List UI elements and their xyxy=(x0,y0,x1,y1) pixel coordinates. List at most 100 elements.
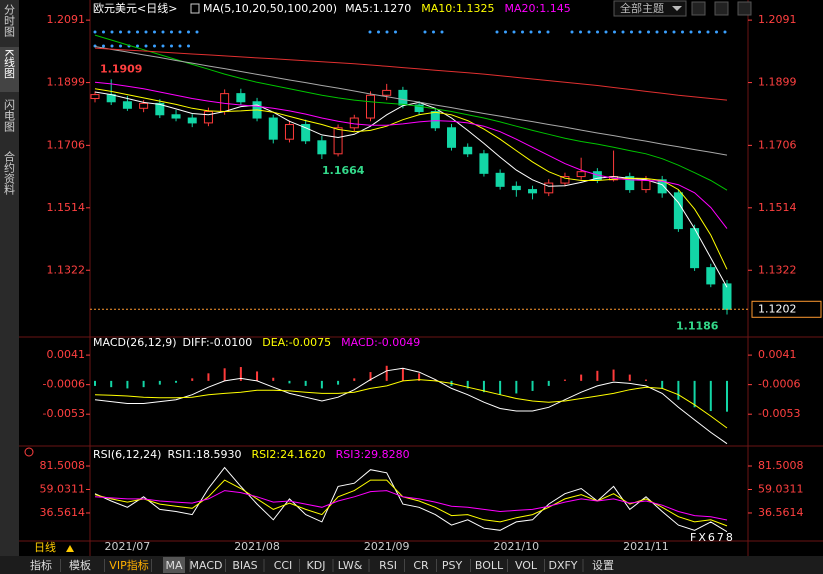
toolbar-tab[interactable]: CCI xyxy=(274,559,293,572)
signal-dot xyxy=(136,30,139,34)
line-series xyxy=(94,379,728,429)
candle-body xyxy=(657,179,667,194)
legend-title: RSI(6,12,24) xyxy=(93,448,161,461)
line-series xyxy=(94,46,728,156)
signal-dot xyxy=(170,30,173,34)
panel-icon[interactable] xyxy=(24,447,34,457)
legend-entry: DEA:-0.0075 xyxy=(262,336,331,349)
toolbar-tab[interactable]: MACD xyxy=(190,559,223,572)
window-button[interactable] xyxy=(714,1,729,16)
signal-dot xyxy=(698,30,701,34)
y-tick-label: 81.5008 xyxy=(40,459,86,472)
signal-dot xyxy=(681,30,684,34)
line-series xyxy=(94,81,728,229)
signal-dot xyxy=(178,44,182,48)
signal-dot xyxy=(689,30,693,34)
signal-dot xyxy=(377,30,380,34)
signal-dot xyxy=(119,44,122,48)
candle-body xyxy=(203,111,213,124)
last-price-box xyxy=(751,300,822,318)
sidebar-tab[interactable]: 合约资料 xyxy=(3,150,16,196)
toolbar xyxy=(0,556,823,574)
legend-title: MA(5,10,20,50,100,200) xyxy=(203,2,337,15)
candle-body xyxy=(528,189,538,194)
x-tick-label: 2021/10 xyxy=(493,540,539,553)
signal-dot xyxy=(664,30,667,34)
candle-body xyxy=(641,179,651,191)
signal-dot xyxy=(495,30,499,34)
toolbar-tab[interactable]: LW& xyxy=(338,559,363,572)
signal-dot xyxy=(423,30,427,34)
signal-dot xyxy=(144,30,148,34)
period-label[interactable]: 日线 xyxy=(34,540,56,554)
theme-label[interactable]: 全部主题 xyxy=(620,1,664,15)
candle-body xyxy=(236,93,246,103)
toolbar-tab[interactable]: 指标 xyxy=(30,558,52,572)
signal-dot xyxy=(195,30,199,34)
toolbar-tab[interactable]: VIP指标 xyxy=(109,558,148,572)
toolbar-tab[interactable]: RSI xyxy=(379,559,397,572)
signal-dot xyxy=(672,30,676,34)
candle-body xyxy=(90,94,100,100)
signal-dot xyxy=(715,30,718,34)
toolbar-tab[interactable]: DXFY xyxy=(548,559,577,572)
signal-dot xyxy=(432,30,435,34)
signal-dot xyxy=(521,30,524,34)
period-arrow[interactable] xyxy=(66,545,74,552)
toolbar-tab[interactable]: BIAS xyxy=(232,559,257,572)
signal-dot xyxy=(570,30,574,34)
legend-entry: MA5:1.1270 xyxy=(345,2,411,15)
candle-body xyxy=(560,176,570,184)
signal-dot xyxy=(638,30,642,34)
sidebar-tab[interactable]: K线图 xyxy=(3,49,16,79)
signal-dot xyxy=(647,30,650,34)
toolbar-tab[interactable]: MA xyxy=(165,559,182,572)
window-button[interactable] xyxy=(691,1,706,16)
toolbar-tab[interactable]: PSY xyxy=(442,559,463,572)
signal-dot xyxy=(587,30,591,34)
signal-dot xyxy=(161,30,165,34)
settings-icon[interactable] xyxy=(190,3,200,14)
signal-dot xyxy=(187,44,190,48)
line-series xyxy=(94,34,728,191)
signal-dot xyxy=(394,30,397,34)
candle-body xyxy=(511,185,521,191)
signal-dot xyxy=(538,30,541,34)
window-button[interactable] xyxy=(737,1,752,16)
candle-body xyxy=(333,127,343,155)
signal-dot xyxy=(161,44,165,48)
line-series xyxy=(94,47,728,101)
line-series xyxy=(94,91,728,288)
candle-body xyxy=(317,140,327,155)
y-tick-label: 1.1899 xyxy=(758,76,797,89)
y-tick-label: -0.0006 xyxy=(758,378,800,391)
sidebar-tab[interactable]: 分时图 xyxy=(3,4,16,38)
candle-body xyxy=(447,127,457,148)
last-price-label: 1.1202 xyxy=(758,302,797,315)
x-tick-label: 2021/09 xyxy=(364,540,410,553)
toolbar-tab[interactable]: BOLL xyxy=(475,559,504,572)
candle-body xyxy=(495,172,505,187)
signal-dot xyxy=(110,30,114,34)
legend-entry: MA20:1.145 xyxy=(505,2,571,15)
y-tick-label: -0.0006 xyxy=(43,378,85,391)
signal-dot xyxy=(613,30,616,34)
toolbar-tab[interactable]: CR xyxy=(413,559,429,572)
toolbar-tab[interactable]: VOL xyxy=(515,559,538,572)
line-series xyxy=(94,490,728,521)
signal-dot xyxy=(655,30,659,34)
signal-dot xyxy=(546,30,550,34)
y-tick-label: 1.1706 xyxy=(47,138,86,151)
signal-dot xyxy=(723,30,727,34)
toolbar-tab[interactable]: 模板 xyxy=(69,558,91,572)
legend-entry: MACD:-0.0049 xyxy=(341,336,420,349)
theme-dropdown[interactable] xyxy=(613,0,687,17)
candle-body xyxy=(365,94,375,119)
candle-body xyxy=(673,192,683,230)
y-tick-label: 0.0041 xyxy=(47,348,86,361)
sidebar-tab-active xyxy=(0,47,19,92)
sidebar-tab[interactable]: 闪电图 xyxy=(3,98,16,133)
toolbar-tab[interactable]: KDJ xyxy=(307,559,326,572)
toolbar-tab[interactable]: 设置 xyxy=(592,559,614,572)
y-tick-label: 59.0311 xyxy=(758,482,804,495)
